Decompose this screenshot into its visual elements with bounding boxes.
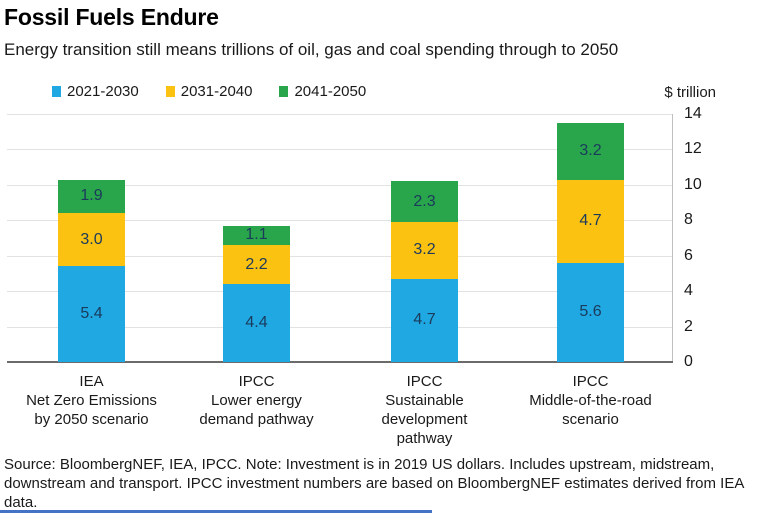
gridline (7, 149, 673, 151)
bar-segment: 3.0 (58, 213, 125, 267)
bar-value-label: 1.1 (245, 226, 268, 244)
legend-swatch-icon (52, 86, 61, 97)
bar-value-label: 4.7 (413, 311, 436, 329)
bar-value-label: 4.7 (579, 212, 602, 230)
category-label-line: IPCC (406, 373, 443, 390)
bar-segment: 4.7 (557, 179, 624, 263)
bar-value-label: 5.6 (579, 303, 602, 321)
bar-segment: 2.2 (223, 245, 290, 285)
category-label-line: development (381, 411, 468, 428)
category-label-line: Net Zero Emissions (26, 392, 157, 409)
y-tick-label: 4 (684, 282, 693, 300)
page-subtitle: Energy transition still means trillions … (4, 40, 619, 59)
page-title: Fossil Fuels Endure (4, 4, 219, 30)
category-label: IEA Net Zero Emissions by 2050 scenario (2, 372, 182, 429)
y-tick-label: 0 (684, 353, 693, 370)
category-label-line: IPCC (572, 373, 609, 390)
x-axis-line (7, 361, 673, 363)
bar-segment: 3.2 (391, 222, 458, 279)
bar-value-label: 3.2 (413, 241, 436, 259)
gridline (7, 326, 673, 328)
category-label-line: demand pathway (199, 411, 314, 428)
bar-segment: 2.3 (391, 181, 458, 223)
gridline (7, 220, 673, 222)
y-tick-label: 8 (684, 211, 693, 229)
bar-value-label: 2.3 (413, 192, 436, 210)
category-label-line: scenario (562, 411, 619, 428)
category-label-line: Sustainable (385, 392, 464, 409)
category-label: IPCC Middle-of-the-road scenario (501, 372, 681, 429)
bar-segment: 4.4 (223, 284, 290, 362)
y-tick-label: 10 (684, 175, 702, 193)
y-tick-label: 14 (684, 105, 702, 122)
category-label-line: by 2050 scenario (34, 411, 149, 428)
bar-value-label: 5.4 (80, 305, 103, 323)
y-tick-label: 12 (684, 140, 702, 158)
gridline (7, 255, 673, 257)
gridline (7, 114, 673, 115)
footer-divider (0, 510, 432, 513)
category-label: IPCC Lower energy demand pathway (167, 372, 347, 429)
legend-item: 2021-2030 (52, 83, 139, 100)
bar-value-label: 3.2 (579, 142, 602, 160)
legend-item-label: 2041-2050 (294, 83, 367, 100)
legend-swatch-icon (279, 86, 289, 97)
gridline (7, 291, 673, 293)
category-label-line: pathway (396, 430, 453, 447)
y-tick-label: 6 (684, 246, 693, 264)
category-label-line: IEA (79, 373, 104, 390)
legend-item: 2031-2040 (165, 83, 253, 100)
footer-note: Source: BloombergNEF, IEA, IPCC. Note: I… (4, 456, 744, 511)
bar-segment: 1.1 (223, 225, 290, 246)
bar-segment: 3.2 (557, 122, 624, 180)
legend-swatch-icon (165, 86, 175, 97)
gridline (7, 184, 673, 186)
chart-plot: 5.4 3.0 1.9 4.4 2.2 1.1 4.7 3.2 2.3 5.6 4.7 3.2 (7, 114, 673, 363)
legend-item-label: 2031-2040 (180, 83, 253, 100)
bar-value-label: 1.9 (80, 187, 103, 205)
bar-value-label: 2.2 (245, 255, 268, 273)
bar-segment: 4.7 (391, 278, 458, 362)
bar-value-label: 3.0 (80, 230, 103, 248)
bar-segment: 5.4 (58, 266, 125, 362)
bar-value-label: 4.4 (245, 314, 268, 332)
category-label-line: IPCC (238, 373, 275, 390)
bar-segment: 1.9 (58, 179, 125, 214)
category-label-line: Lower energy (211, 392, 302, 409)
legend-item-label: 2021-2030 (67, 83, 139, 100)
category-label: IPCC Sustainable development pathway (335, 372, 515, 448)
legend: 2021-2030 2031-2040 2041-2050 (52, 83, 366, 100)
legend-item: 2041-2050 (279, 83, 366, 100)
category-label-line: Middle-of-the-road (529, 392, 652, 409)
bar-segment: 5.6 (557, 262, 624, 362)
y-axis-line (672, 114, 673, 362)
y-tick-label: 2 (684, 317, 693, 335)
unit-label: $ trillion (664, 84, 716, 101)
